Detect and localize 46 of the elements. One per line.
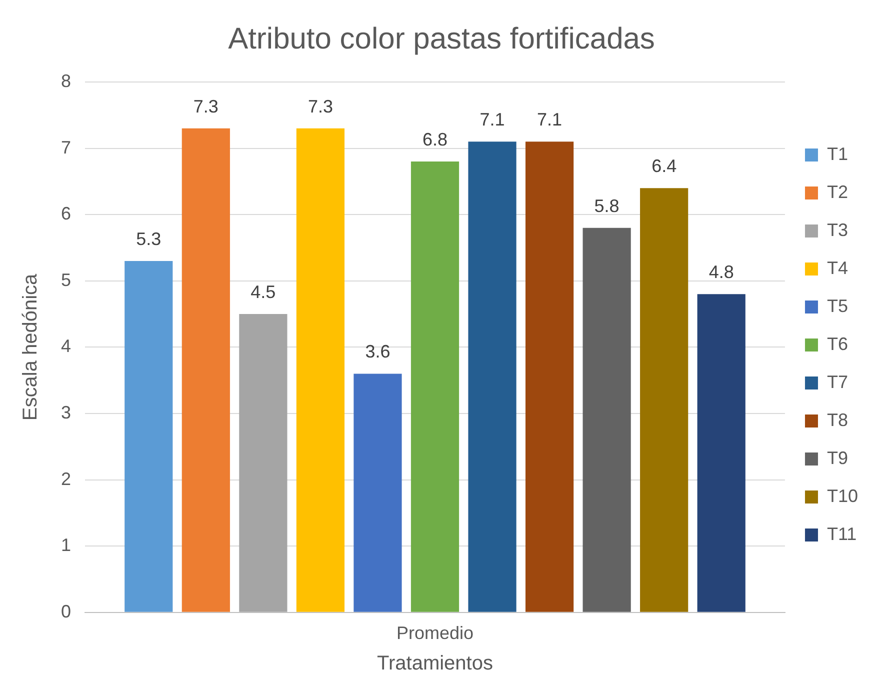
data-label: 6.8 — [422, 130, 448, 150]
y-tick-label: 5 — [60, 270, 72, 290]
bar — [410, 162, 460, 612]
bar — [468, 142, 516, 612]
bar — [182, 128, 230, 612]
legend-label: T11 — [826, 524, 857, 544]
data-label: 4.8 — [708, 262, 734, 282]
legend-label: T3 — [826, 220, 848, 240]
y-tick-label: 3 — [60, 402, 72, 422]
legend-label: T2 — [826, 182, 848, 202]
bar — [124, 261, 173, 612]
y-tick-label: 1 — [60, 535, 72, 556]
data-label: 7.1 — [537, 110, 562, 130]
chart-title: Atributo color pastas fortificadas — [228, 22, 655, 56]
y-axis-title: Escala hedónica — [20, 272, 42, 421]
y-tick-label: 4 — [60, 336, 72, 356]
legend-label: T9 — [826, 448, 848, 468]
legend-label: T10 — [826, 486, 858, 506]
data-label: 3.6 — [365, 342, 390, 362]
y-tick-label: 2 — [60, 468, 72, 489]
legend-label: T4 — [826, 258, 848, 278]
legend-label: T6 — [826, 334, 848, 354]
y-tick-label: 0 — [60, 601, 72, 622]
legend-label: T5 — [826, 296, 848, 316]
data-label: 6.4 — [652, 156, 677, 176]
data-label: 7.1 — [480, 110, 505, 130]
y-tick-label: 8 — [60, 70, 72, 91]
legend-label: T1 — [826, 144, 848, 164]
data-label: 5.3 — [136, 228, 162, 249]
y-tick-label: 6 — [60, 204, 72, 224]
bar — [525, 142, 574, 612]
data-label: 5.8 — [594, 196, 620, 216]
x-tick-label: Promedio — [396, 623, 474, 644]
legend-label: T8 — [826, 410, 848, 430]
bar — [239, 314, 288, 612]
bar — [582, 228, 631, 612]
legend-label: T7 — [826, 372, 848, 392]
bar — [296, 128, 345, 612]
bar — [697, 294, 746, 612]
bar — [354, 374, 402, 612]
y-tick-label: 7 — [60, 137, 72, 158]
data-label: 7.3 — [193, 96, 218, 116]
data-label: 7.3 — [308, 96, 333, 116]
x-axis-title: Tratamientos — [377, 652, 493, 675]
data-label: 4.5 — [250, 282, 276, 302]
bar — [640, 188, 688, 612]
